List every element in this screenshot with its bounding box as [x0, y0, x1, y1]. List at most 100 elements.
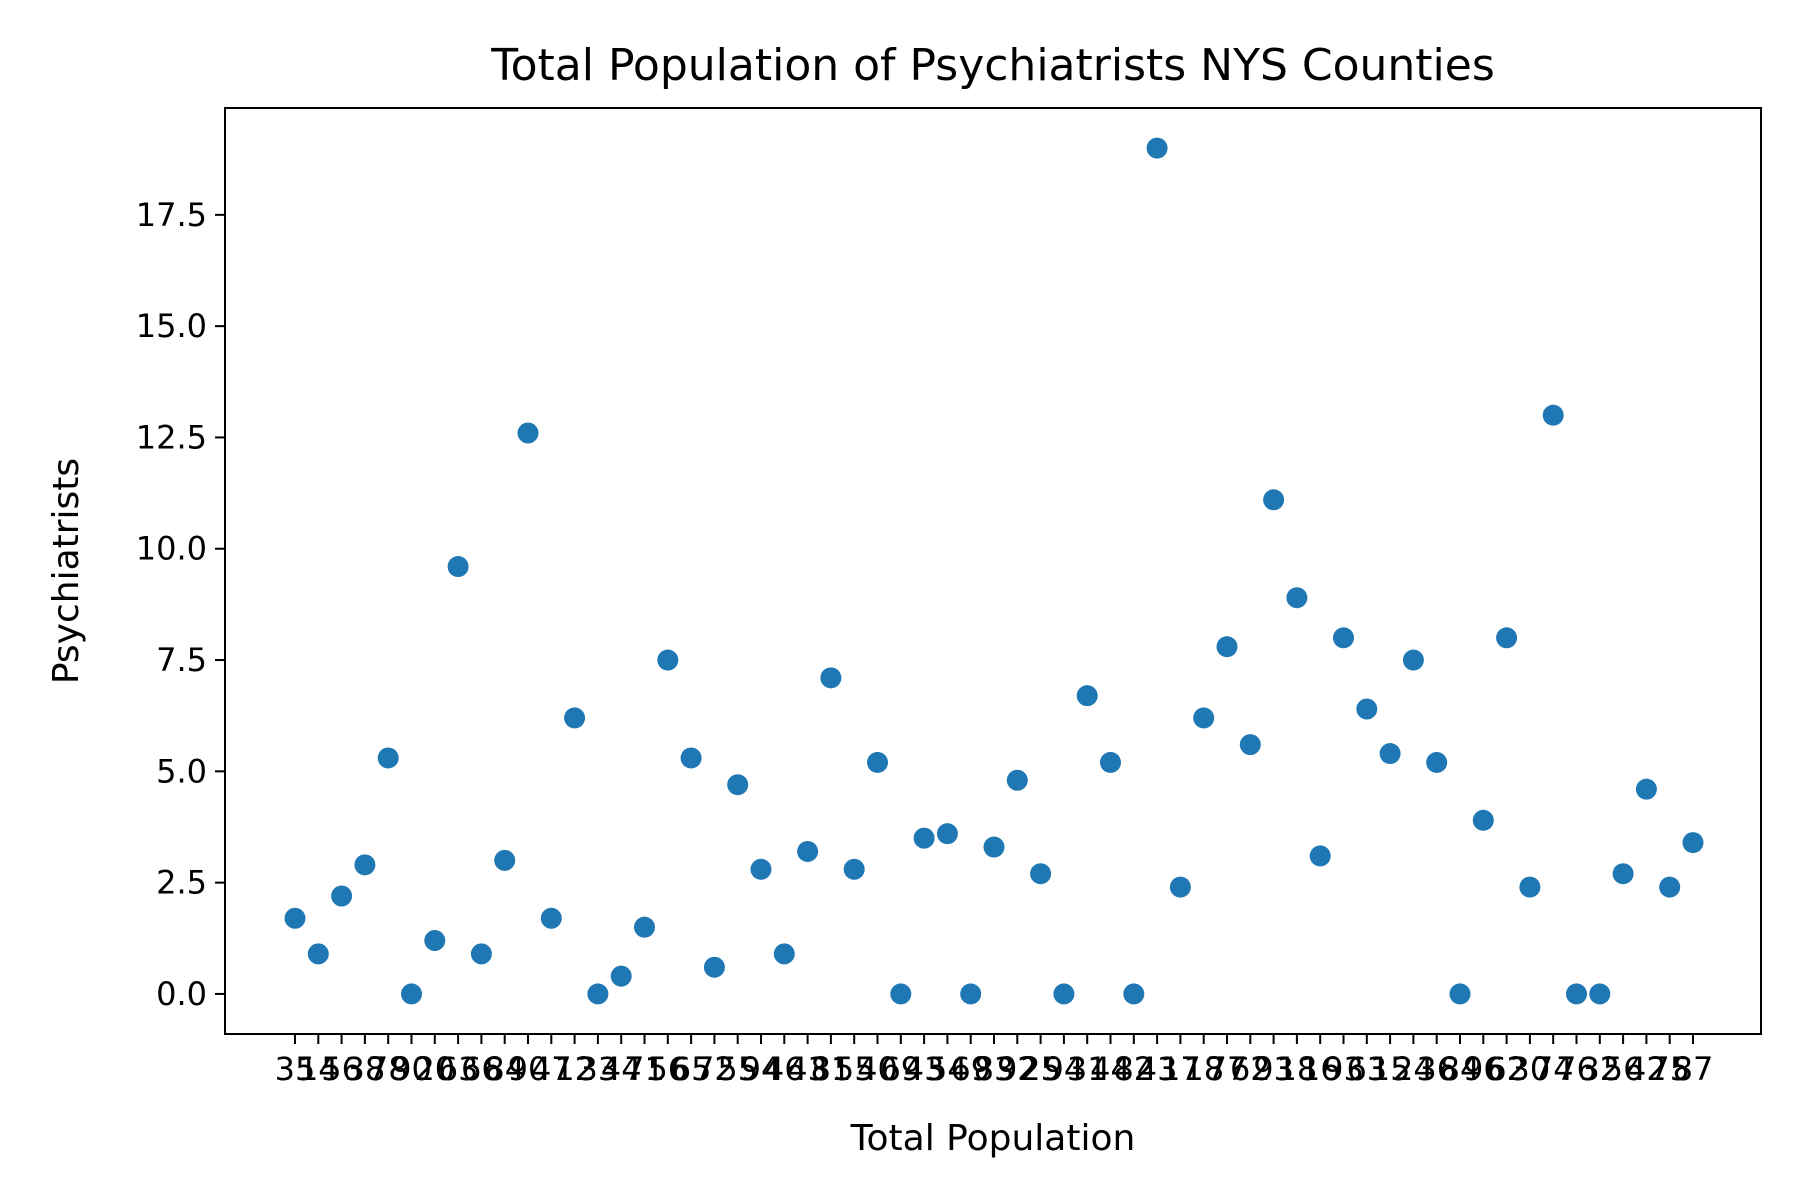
x-tick-label: 44	[1090, 1050, 1131, 1088]
x-tick-label: 18	[1183, 1050, 1224, 1088]
y-tick-label: 5.0	[156, 752, 207, 790]
x-tick-label: 94	[1044, 1050, 1085, 1088]
y-tick-label: 15.0	[136, 307, 207, 345]
data-point	[1006, 769, 1028, 791]
x-tick-label: 84	[1440, 1050, 1481, 1088]
x-tick-label: 81	[811, 1050, 852, 1088]
data-point	[1379, 743, 1401, 765]
data-point	[610, 965, 632, 987]
x-tick-label: 77	[1207, 1050, 1248, 1088]
x-tick-label: 33	[578, 1050, 619, 1088]
y-axis: 0.0 2.5 5.0 7.5 10.0 12.5 15.0 17.5	[136, 196, 225, 1013]
y-tick-label: 2.5	[156, 864, 207, 902]
data-point	[657, 649, 679, 671]
data-point	[1496, 627, 1518, 649]
x-tick-label: 55	[717, 1050, 758, 1088]
x-tick-label: 54	[927, 1050, 968, 1088]
data-point	[377, 747, 399, 769]
data-point	[680, 747, 702, 769]
x-tick-label: 35	[275, 1050, 316, 1088]
data-point	[1333, 627, 1354, 649]
data-point	[1356, 698, 1378, 720]
x-tick-label: 65	[671, 1050, 712, 1088]
x-tick-label: 69	[950, 1050, 991, 1088]
data-point	[1239, 734, 1261, 756]
data-point	[307, 943, 329, 965]
data-point	[1402, 649, 1424, 671]
data-point	[1263, 489, 1285, 511]
x-tick-label: 74	[1533, 1050, 1574, 1088]
x-tick-label: 15	[1370, 1050, 1411, 1088]
data-point	[936, 823, 958, 845]
x-tick-label: 93	[1323, 1050, 1364, 1088]
data-point	[1472, 809, 1494, 831]
x-tick-label: 72	[694, 1050, 735, 1088]
x-tick-label: 36	[1416, 1050, 1457, 1088]
data-point	[703, 956, 725, 978]
data-point	[1286, 587, 1308, 609]
data-point	[843, 858, 865, 880]
data-point	[1100, 751, 1121, 773]
data-point	[1193, 707, 1215, 729]
data-point	[1169, 876, 1191, 898]
data-point	[1659, 876, 1681, 898]
x-tick-label: 16	[1300, 1050, 1341, 1088]
x-tick-label: 63	[1346, 1050, 1387, 1088]
data-point	[913, 827, 935, 849]
data-point	[727, 774, 749, 796]
data-point	[983, 836, 1005, 858]
data-point	[1542, 404, 1564, 426]
x-tick-label: 18	[1277, 1050, 1318, 1088]
x-tick-label: 25	[1020, 1050, 1061, 1088]
data-point	[587, 983, 609, 1005]
data-point	[1030, 863, 1052, 885]
data-point	[1426, 751, 1448, 773]
chart-title: Total Population of Psychiatrists NYS Co…	[490, 40, 1495, 91]
data-point	[1612, 863, 1634, 885]
y-tick-label: 12.5	[136, 418, 207, 456]
x-tick-label: 47	[531, 1050, 572, 1088]
x-tick-label: 71	[624, 1050, 665, 1088]
data-point	[1589, 983, 1611, 1005]
data-point	[564, 707, 586, 729]
x-tick-label: 76	[1556, 1050, 1597, 1088]
data-point	[424, 930, 446, 952]
x-tick-label: 90	[508, 1050, 549, 1088]
x-tick-label: 56	[1603, 1050, 1644, 1088]
data-point	[354, 854, 376, 876]
x-tick-label: 43	[787, 1050, 828, 1088]
data-point	[1076, 685, 1098, 707]
data-point	[494, 849, 516, 871]
x-tick-label: 20	[414, 1050, 455, 1088]
data-point	[331, 885, 353, 907]
x-tick-label: 24	[1393, 1050, 1434, 1088]
data-point	[401, 983, 422, 1005]
x-tick-label: 42	[1626, 1050, 1667, 1088]
data-points	[284, 137, 1704, 1005]
x-tick-label: 93	[1253, 1050, 1294, 1088]
x-tick-label: 43	[1137, 1050, 1178, 1088]
x-tick-label: 32	[1579, 1050, 1620, 1088]
x-tick-label: 94	[741, 1050, 782, 1088]
data-point	[1682, 832, 1704, 854]
x-tick-label: 90	[391, 1050, 432, 1088]
x-tick-label: 40	[857, 1050, 898, 1088]
x-tick-label: 44	[601, 1050, 642, 1088]
data-point	[797, 840, 819, 862]
x-tick-label: 56	[647, 1050, 688, 1088]
data-point	[1519, 876, 1541, 898]
x-tick-label: 43	[904, 1050, 945, 1088]
data-point	[960, 983, 982, 1005]
x-tick-label: 12	[554, 1050, 595, 1088]
data-point	[1309, 845, 1331, 867]
x-tick-label: 55	[834, 1050, 875, 1088]
x-tick-label: 46	[764, 1050, 805, 1088]
x-tick-label: 56	[321, 1050, 362, 1088]
x-tick-label: 31	[1067, 1050, 1108, 1088]
data-point	[750, 858, 772, 880]
data-point	[773, 943, 795, 965]
x-tick-label: 66	[461, 1050, 502, 1088]
x-axis-label: Total Population	[850, 1118, 1136, 1159]
